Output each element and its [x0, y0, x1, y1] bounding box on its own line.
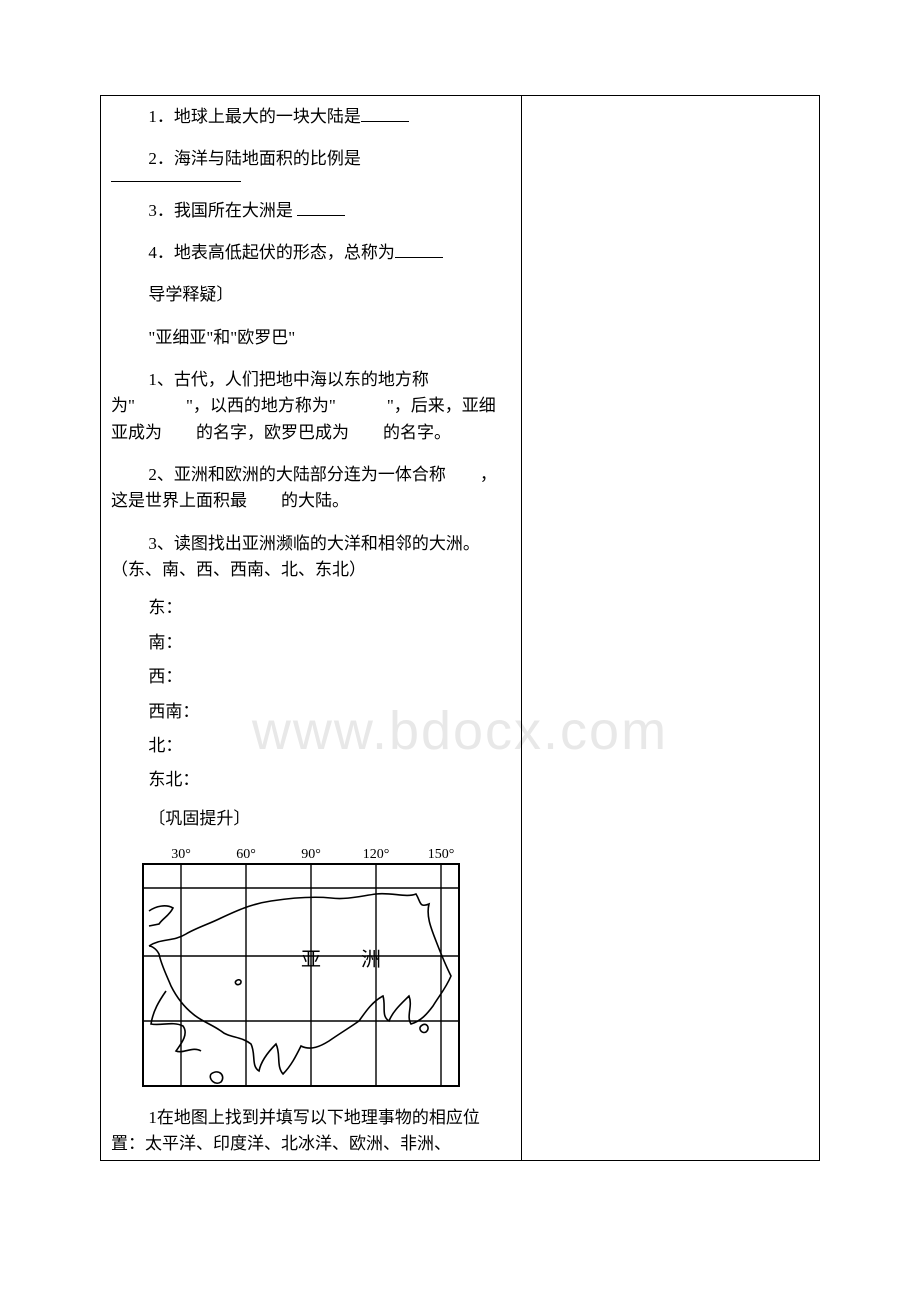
coastline — [149, 893, 451, 1083]
page-frame: 1．地球上最大的一块大陆是 2．海洋与陆地面积的比例是 3．我国所在大洲是 4．… — [100, 95, 820, 1161]
layout-table: 1．地球上最大的一块大陆是 2．海洋与陆地面积的比例是 3．我国所在大洲是 4．… — [101, 96, 819, 1160]
right-column — [522, 96, 820, 1160]
s1-para-3: 3、读图找出亚洲濒临的大洋和相邻的大洲。（东、南、西、西南、北、东北） — [101, 523, 521, 592]
final-question: 1在地图上找到并填写以下地理事物的相应位置：太平洋、印度洋、北冰洋、欧洲、非洲、 — [101, 1097, 521, 1160]
map-label-asia-a: 亚 — [301, 949, 341, 971]
map-figure: 30° 60° 90° 120° 150° 亚 洲 — [101, 840, 521, 1097]
section-subtitle: "亚细亚"和"欧罗巴" — [101, 317, 521, 359]
lon-label: 120° — [363, 847, 390, 862]
s1-para-2: 2、亚洲和欧洲的大陆部分连为一体合称 ，这是世界上面积最 的大陆。 — [101, 454, 521, 523]
section-consolidate-title: 〔巩固提升〕 — [101, 798, 521, 840]
asia-map-svg: 30° 60° 90° 120° 150° 亚 洲 — [111, 846, 481, 1091]
lon-label: 90° — [301, 847, 321, 862]
lon-label: 30° — [171, 847, 191, 862]
map-label-asia-b: 洲 — [361, 949, 401, 971]
blank-line — [111, 181, 241, 182]
section-guide-title: 导学释疑〕 — [101, 274, 521, 316]
dir-west: 西： — [101, 660, 521, 694]
dir-southwest: 西南： — [101, 695, 521, 729]
lon-label: 60° — [236, 847, 256, 862]
dir-north: 北： — [101, 729, 521, 763]
question-1: 1．地球上最大的一块大陆是 — [101, 96, 521, 138]
question-3: 3．我国所在大洲是 — [101, 190, 521, 232]
lon-label: 150° — [428, 847, 455, 862]
s1-para-1: 1、古代，人们把地中海以东的地方称为" "，以西的地方称为" "，后来，亚细亚成… — [101, 359, 521, 454]
question-2: 2．海洋与陆地面积的比例是 — [101, 138, 521, 180]
question-4: 4．地表高低起伏的形态，总称为 — [101, 232, 521, 274]
dir-northeast: 东北： — [101, 763, 521, 797]
content-column: 1．地球上最大的一块大陆是 2．海洋与陆地面积的比例是 3．我国所在大洲是 4．… — [101, 96, 522, 1160]
dir-south: 南： — [101, 626, 521, 660]
dir-east: 东： — [101, 591, 521, 625]
